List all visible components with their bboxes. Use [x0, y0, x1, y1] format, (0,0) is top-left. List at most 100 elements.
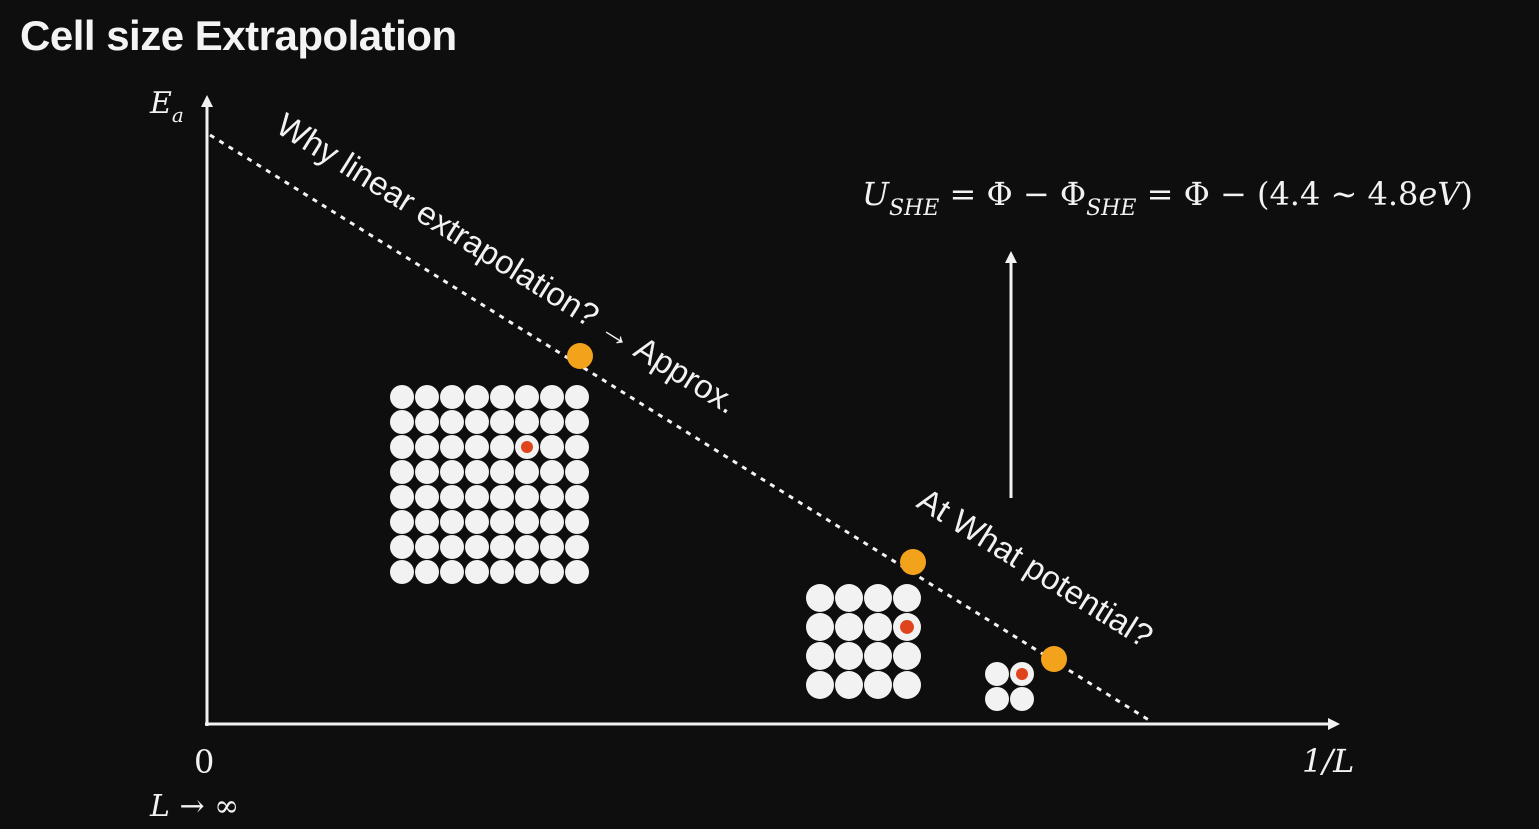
atom — [540, 385, 564, 409]
atom — [465, 560, 489, 584]
potential-question: At What potential? — [911, 481, 1159, 655]
atom — [540, 535, 564, 559]
atom — [390, 535, 414, 559]
atom — [415, 460, 439, 484]
atom — [440, 410, 464, 434]
atom — [565, 435, 589, 459]
origin-limit-label: L → ∞ — [149, 789, 239, 824]
atom — [390, 410, 414, 434]
atom — [440, 460, 464, 484]
atom — [540, 435, 564, 459]
atom — [490, 485, 514, 509]
atom — [490, 385, 514, 409]
atom — [835, 613, 863, 641]
atom — [390, 460, 414, 484]
defect-atom — [900, 620, 914, 634]
atom — [893, 642, 921, 670]
atom — [540, 410, 564, 434]
atom — [835, 642, 863, 670]
atom — [390, 560, 414, 584]
atom — [565, 535, 589, 559]
atom — [864, 642, 892, 670]
atom — [415, 410, 439, 434]
atom — [415, 535, 439, 559]
atom — [540, 510, 564, 534]
data-point-small-cell — [1041, 646, 1067, 672]
extrapolation-line — [209, 133, 1153, 724]
atom — [985, 662, 1009, 686]
atom — [893, 671, 921, 699]
atom — [835, 584, 863, 612]
atom — [540, 485, 564, 509]
atom — [440, 510, 464, 534]
atom — [565, 385, 589, 409]
atom — [415, 560, 439, 584]
atom — [565, 510, 589, 534]
atom — [490, 410, 514, 434]
atom — [440, 485, 464, 509]
atom — [490, 435, 514, 459]
slide-title: Cell size Extrapolation — [20, 12, 457, 59]
atom — [565, 410, 589, 434]
defect-atom — [521, 441, 533, 453]
atom — [515, 510, 539, 534]
atom — [440, 385, 464, 409]
atom — [465, 485, 489, 509]
atom — [515, 535, 539, 559]
atom — [390, 510, 414, 534]
atom — [565, 560, 589, 584]
data-point-medium-cell — [900, 549, 926, 575]
supercell-8x8 — [390, 385, 589, 584]
atom — [515, 385, 539, 409]
atom — [490, 510, 514, 534]
atom — [465, 385, 489, 409]
atom — [415, 435, 439, 459]
atom — [515, 485, 539, 509]
supercell-2x2 — [985, 662, 1034, 711]
she-potential-equation: USHE = Φ − ΦSHE = Φ − (4.4 ∼ 4.8eV) — [862, 175, 1473, 221]
atom — [390, 385, 414, 409]
atom — [515, 460, 539, 484]
atom — [864, 584, 892, 612]
y-axis-label: Ea — [149, 86, 184, 127]
atom — [440, 535, 464, 559]
atom — [415, 510, 439, 534]
atom — [515, 560, 539, 584]
data-point-large-cell — [567, 343, 593, 369]
atom — [390, 485, 414, 509]
atom — [390, 435, 414, 459]
atom — [465, 535, 489, 559]
atom — [540, 460, 564, 484]
atom — [806, 671, 834, 699]
origin-label: 0 — [194, 743, 214, 781]
atom — [465, 510, 489, 534]
atom — [465, 410, 489, 434]
atom — [806, 642, 834, 670]
atom — [465, 435, 489, 459]
atom — [835, 671, 863, 699]
defect-atom — [1016, 668, 1028, 680]
x-axis-label: 1/L — [1302, 742, 1354, 780]
atom — [893, 584, 921, 612]
atom — [1010, 687, 1034, 711]
atom — [490, 535, 514, 559]
atom — [565, 460, 589, 484]
atom — [806, 584, 834, 612]
atom — [806, 613, 834, 641]
atom — [440, 560, 464, 584]
atom — [540, 560, 564, 584]
atom — [440, 435, 464, 459]
supercell-4x4 — [806, 584, 921, 699]
atom — [565, 485, 589, 509]
atom — [864, 613, 892, 641]
linear-extrapolation-question: Why linear extrapolation? → Approx. — [270, 106, 744, 421]
atom — [490, 560, 514, 584]
atom — [465, 460, 489, 484]
atom — [490, 460, 514, 484]
atom — [415, 385, 439, 409]
atom — [515, 410, 539, 434]
atom — [415, 485, 439, 509]
atom — [864, 671, 892, 699]
atom — [985, 687, 1009, 711]
